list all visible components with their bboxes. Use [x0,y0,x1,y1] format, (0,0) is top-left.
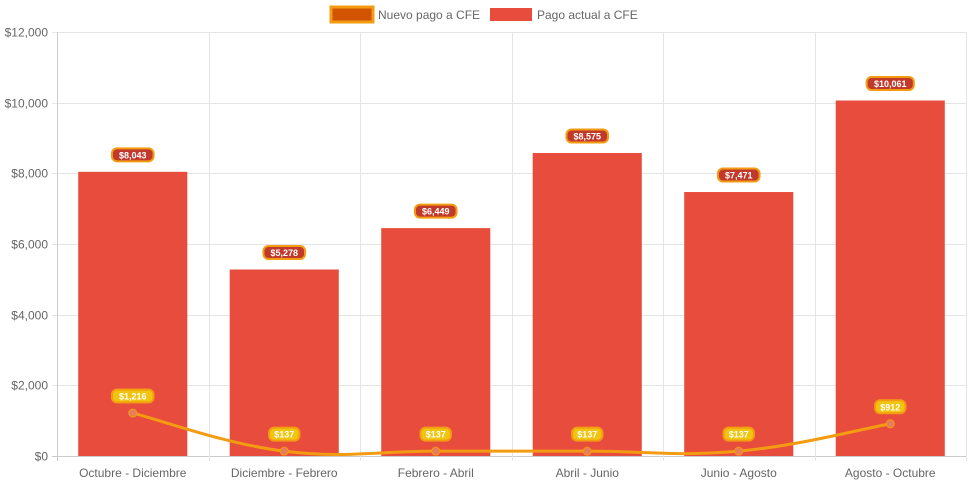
y-tick-label: $8,000 [11,167,48,181]
line-value-label-box [571,426,604,442]
legend: Nuevo pago a CFE Pago actual a CFE [329,5,638,24]
line-point [431,446,441,456]
x-tick-label: Diciembre - Febrero [231,466,338,480]
line-value-label-box [874,399,907,415]
line-value-label-box [268,426,301,442]
x-axis: Octubre - Diciembre Diciembre - Febrero Fe… [79,466,936,480]
bar-value-label-box [565,128,610,144]
legend-label-actual[interactable]: Pago actual a CFE [537,8,638,22]
bar-value-label-box [110,147,155,163]
line-data-labels: $1,216 $137 $137 $137 $137 $912 [110,388,907,442]
legend-swatch-nuevo[interactable] [329,5,375,24]
grid [52,32,967,461]
y-tick-label: $12,000 [5,26,49,40]
line-value-label: $137 [577,430,597,440]
legend-label-nuevo[interactable]: Nuevo pago a CFE [378,8,480,22]
x-tick-label: Octubre - Diciembre [79,466,187,480]
line-point [734,446,744,456]
y-tick-label: $10,000 [5,97,49,111]
bar-value-label-box [413,203,458,219]
bar-value-label-box [262,245,307,261]
bar-value-label-box [865,76,915,92]
line-point [885,419,895,429]
x-tick-label: Febrero - Abril [398,466,474,480]
line-value-label: $912 [880,402,900,412]
y-tick-label: $6,000 [11,238,48,252]
bar [381,228,491,456]
line-value-label-box [419,426,452,442]
x-tick-label: Abril - Junio [556,466,620,480]
line-point [128,408,138,418]
y-tick-label: $0 [35,450,49,464]
bar-value-label-box [716,167,761,183]
bar-value-label: $10,061 [874,79,907,89]
bar [835,100,945,457]
bar-value-label: $8,575 [573,132,601,142]
bar-data-labels: $8,043 $5,278 $6,449 $8,575 $7,471 $10,061 [110,76,915,261]
y-tick-label: $4,000 [11,309,48,323]
line-point [582,446,592,456]
line-point [279,446,289,456]
bar-value-label: $7,471 [725,171,753,181]
x-tick-label: Agosto - Octubre [845,466,936,480]
line-value-label: $137 [426,430,446,440]
bar [684,192,794,457]
bar-value-label: $8,043 [119,150,147,160]
bar [532,153,642,456]
line-series [128,408,895,457]
y-tick-label: $2,000 [11,379,48,393]
line-value-label-box [110,388,155,404]
bar-value-label: $5,278 [270,248,298,258]
y-axis: $0 $2,000 $4,000 $6,000 $8,000 $10,000 $12,000 [5,26,49,464]
bar-series [78,100,945,457]
line-value-label-box [722,426,755,442]
line-path [131,411,892,457]
x-tick-label: Junio - Agosto [701,466,777,480]
bar-value-label: $6,449 [422,207,450,217]
line-value-label: $137 [274,430,294,440]
line-value-label: $1,216 [119,392,147,402]
line-value-label: $137 [729,430,749,440]
bar [229,269,339,456]
legend-swatch-actual[interactable] [490,8,532,21]
